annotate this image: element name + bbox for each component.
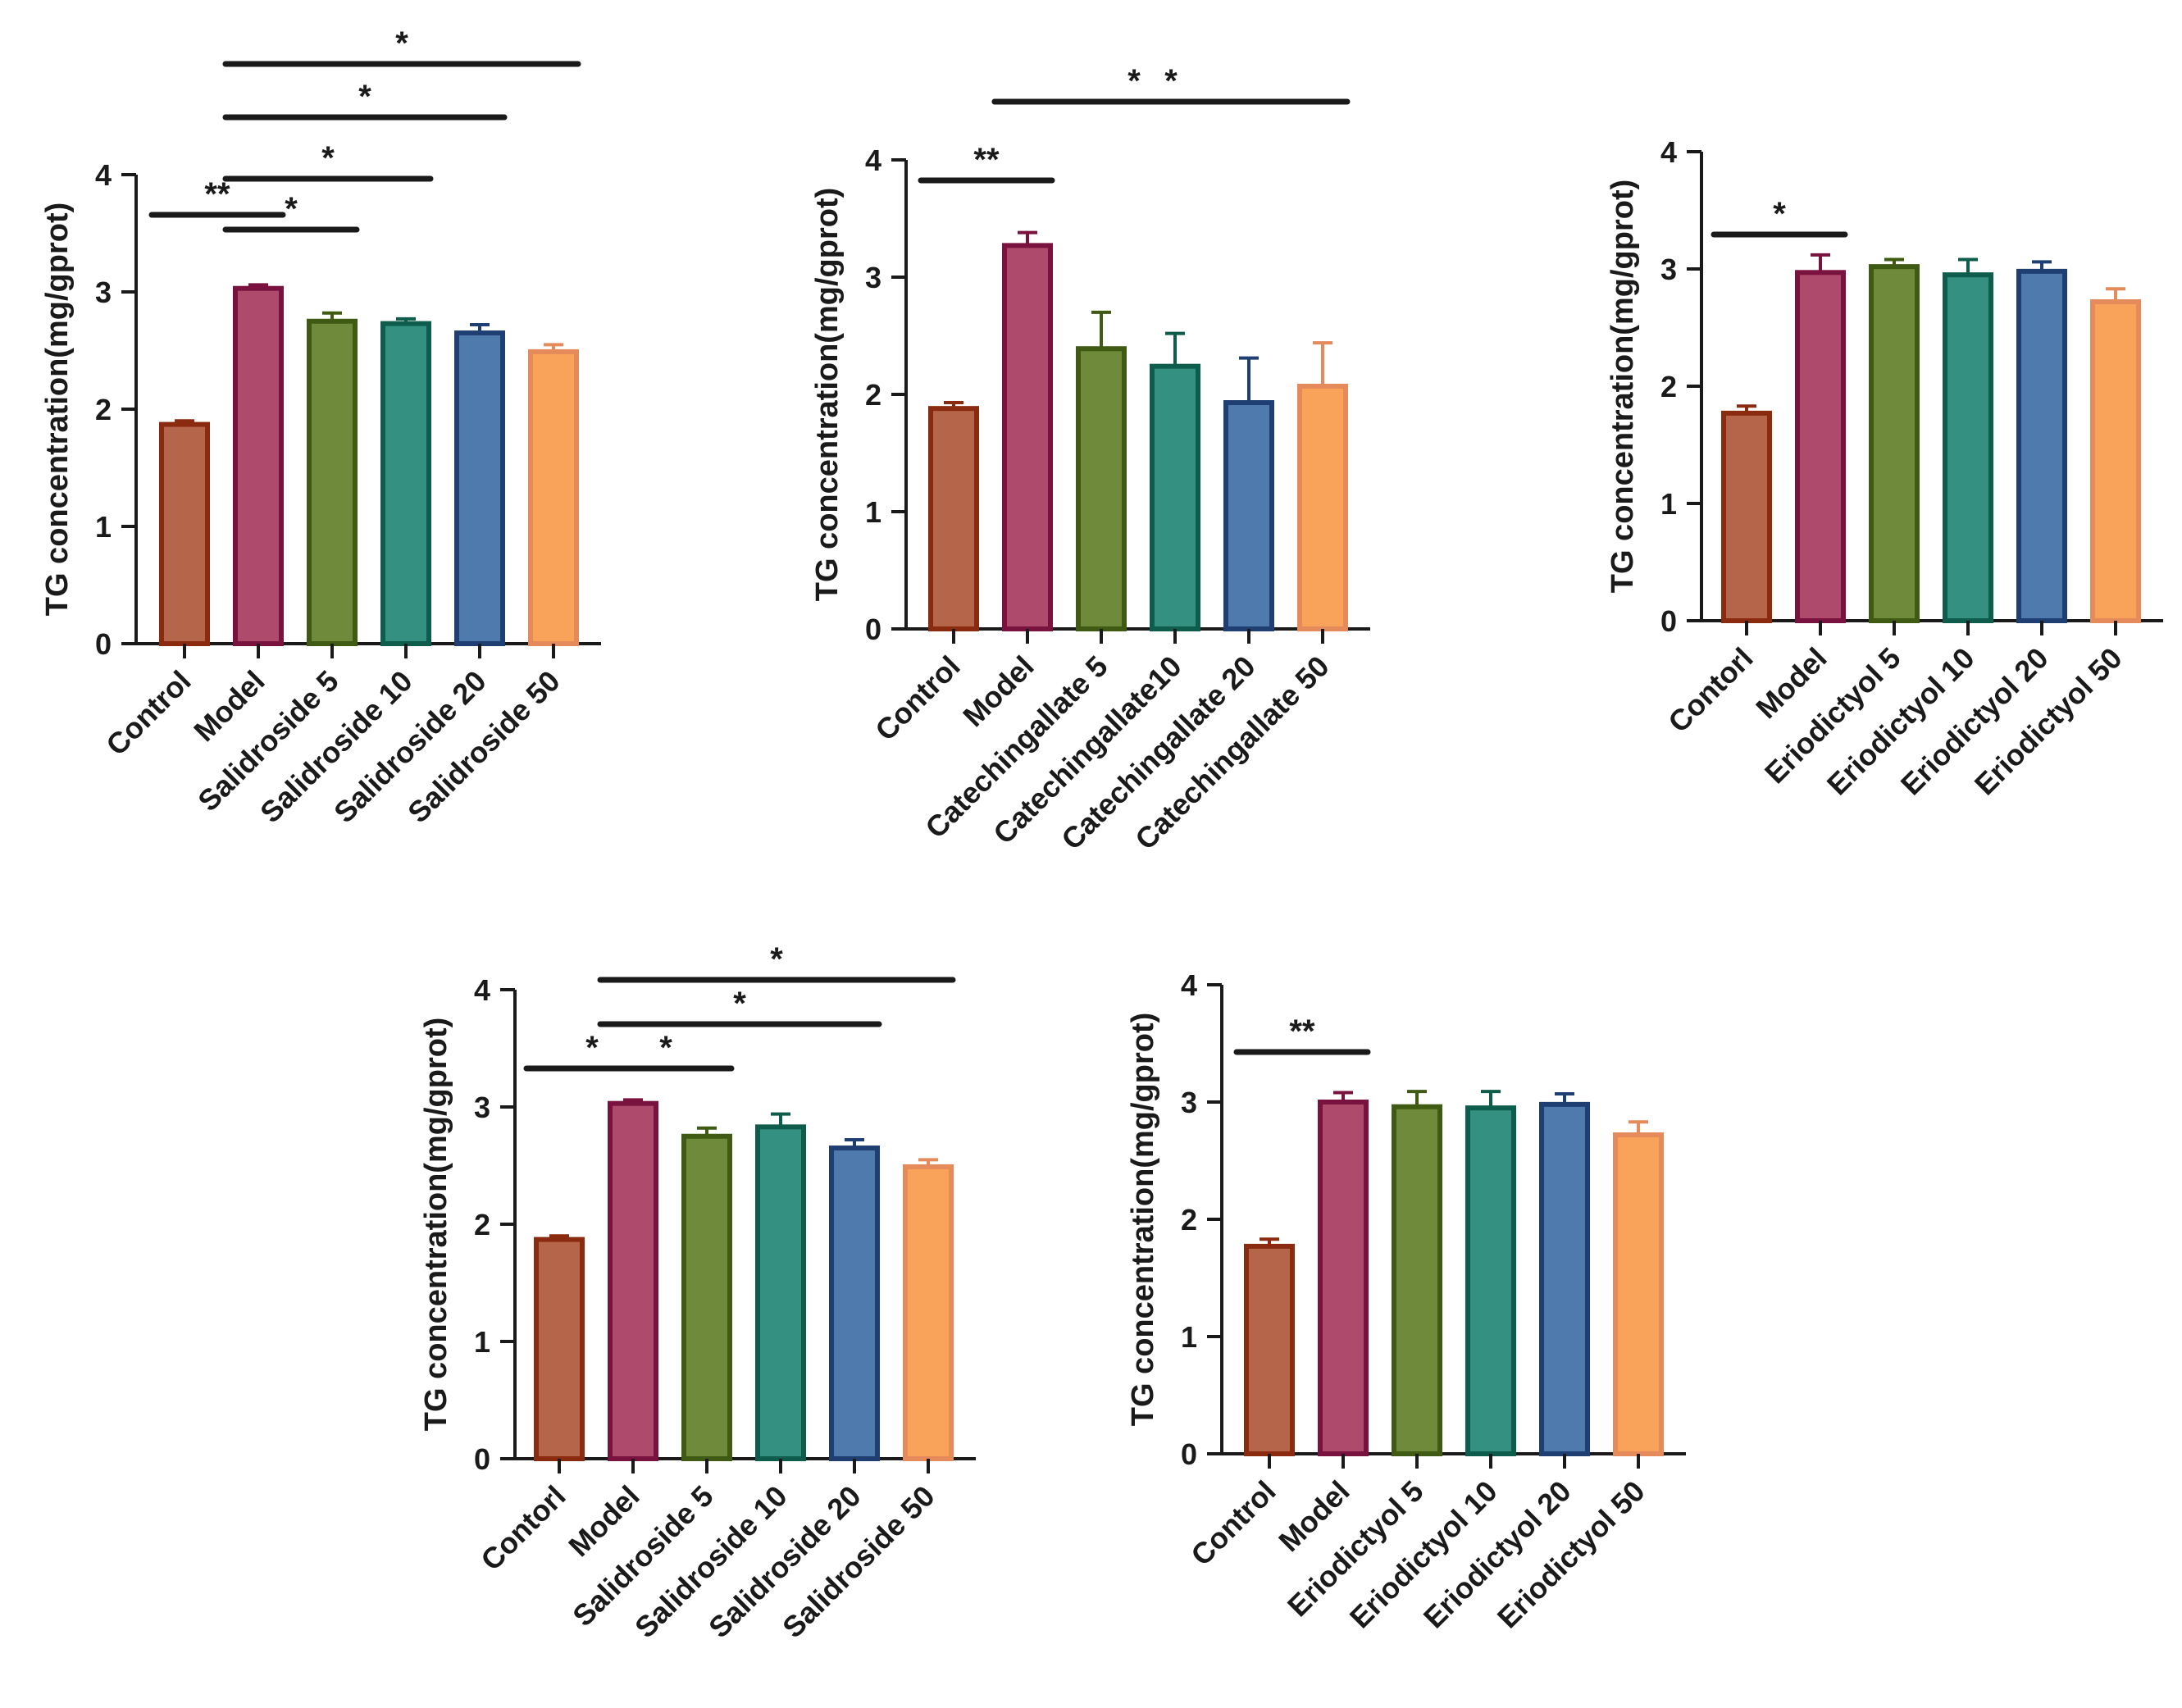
y-axis-title: TG concentration(mg/gprot) (40, 203, 75, 617)
y-axis-title: TG concentration(mg/gprot) (1126, 1013, 1160, 1427)
bar (1392, 1104, 1442, 1456)
bar (454, 330, 505, 646)
bar (1869, 264, 1920, 623)
bar (380, 321, 431, 646)
category-label: Control (1184, 1474, 1282, 1572)
significance-label: * (358, 79, 371, 115)
y-tick-label: 4 (865, 143, 881, 177)
category-label: Contorl (474, 1479, 572, 1577)
significance-label: * (321, 140, 335, 176)
bar (755, 1124, 806, 1462)
bar (1795, 270, 1846, 623)
significance-label: ** (973, 142, 1000, 178)
y-tick-label: 2 (1181, 1203, 1197, 1237)
y-tick-label: 3 (1660, 253, 1677, 286)
bar (534, 1237, 585, 1461)
y-tick-label: 0 (1660, 604, 1677, 638)
y-tick-label: 0 (1181, 1437, 1197, 1471)
significance-label: ** (204, 176, 230, 212)
y-tick-label: 0 (95, 627, 112, 661)
bar (1943, 272, 1993, 623)
y-tick-label: 1 (95, 510, 112, 544)
y-tick-label: 2 (1660, 370, 1677, 403)
significance-label: * (770, 941, 783, 977)
bar (528, 348, 579, 646)
y-tick-label: 3 (865, 261, 881, 294)
bar (1150, 363, 1200, 631)
y-tick-label: 1 (1181, 1320, 1197, 1354)
bar (2090, 299, 2141, 623)
bar (1244, 1243, 1295, 1457)
y-tick-label: 3 (95, 276, 112, 309)
y-axis-title: TG concentration(mg/gprot) (419, 1018, 453, 1432)
category-label: Contorl (1661, 641, 1759, 739)
y-tick-label: 1 (865, 495, 881, 529)
y-tick-label: 3 (474, 1091, 490, 1124)
y-tick-label: 0 (474, 1442, 490, 1476)
significance-label: * (395, 25, 408, 61)
significance-label: ** (1289, 1013, 1315, 1050)
y-tick-label: 4 (95, 158, 112, 192)
bar (159, 421, 210, 647)
y-tick-label: 2 (95, 393, 112, 426)
y-tick-label: 1 (474, 1325, 490, 1359)
bar (1076, 346, 1127, 631)
bar (2016, 268, 2067, 623)
significance-label: * (659, 1030, 672, 1066)
bar (829, 1145, 880, 1462)
y-tick-label: 4 (1660, 135, 1677, 169)
bar (681, 1133, 732, 1461)
significance-label: * (585, 1030, 599, 1066)
y-axis-title: TG concentration(mg/gprot) (1606, 180, 1640, 594)
bar (1721, 410, 1772, 624)
bar (1465, 1105, 1516, 1457)
y-tick-label: 2 (865, 378, 881, 412)
y-axis-title: TG concentration(mg/gprot) (810, 188, 845, 602)
category-label: Control (99, 664, 197, 762)
significance-label: * (285, 191, 298, 227)
bar (1223, 400, 1274, 631)
bar (1318, 1100, 1369, 1456)
bar (1002, 243, 1053, 631)
significance-label: * (733, 986, 746, 1022)
y-tick-label: 0 (865, 613, 881, 646)
y-tick-label: 4 (1181, 968, 1197, 1002)
bar (1613, 1132, 1664, 1457)
significance-label: * (1127, 63, 1141, 99)
bar (608, 1100, 658, 1461)
significance-label: * (1773, 196, 1786, 232)
bar (1539, 1101, 1590, 1456)
y-tick-label: 3 (1181, 1086, 1197, 1119)
bar (233, 285, 284, 646)
bar (928, 406, 979, 631)
significance-label: * (1164, 63, 1178, 99)
y-tick-label: 2 (474, 1208, 490, 1241)
bar (903, 1164, 954, 1462)
y-tick-label: 1 (1660, 487, 1677, 521)
bar (307, 318, 358, 646)
bar (1297, 383, 1348, 631)
category-label: Control (868, 649, 966, 747)
y-tick-label: 4 (474, 973, 490, 1007)
